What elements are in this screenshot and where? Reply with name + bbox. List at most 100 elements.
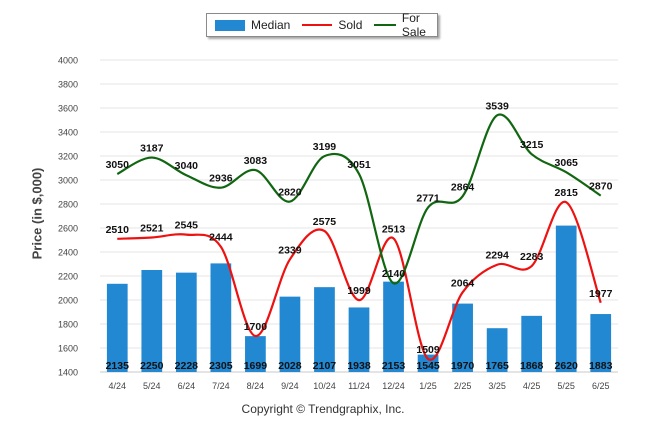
for-sale-data-label: 3050	[106, 159, 130, 171]
legend: Median Sold For Sale	[206, 11, 438, 39]
median-data-label: 2153	[382, 360, 406, 372]
x-tick-label: 8/24	[247, 381, 265, 391]
median-bar	[521, 315, 543, 372]
x-axis-ticks: 4/24 5/24 6/24 7/24 8/24 9/24 10/24 11/24 12/24 1…	[109, 381, 610, 391]
x-tick-label: 5/24	[143, 381, 161, 391]
legend-swatch-sold	[302, 24, 333, 26]
for-sale-data-label: 3040	[175, 160, 199, 172]
sold-data-label: 2283	[520, 251, 544, 263]
y-tick-label: 3200	[58, 152, 78, 162]
for-sale-data-label: 3065	[555, 157, 579, 169]
for-sale-data-label: 2864	[451, 181, 475, 193]
y-tick-label: 3600	[58, 104, 78, 114]
median-bar	[106, 283, 128, 372]
x-tick-label: 12/24	[382, 381, 405, 391]
median-bar	[175, 272, 197, 372]
y-tick-label: 3000	[58, 176, 78, 186]
for-sale-data-label: 2140	[382, 268, 406, 280]
median-bar	[590, 314, 612, 372]
for-sale-data-label: 2936	[209, 173, 233, 185]
copyright-text: Copyright © Trendgraphix, Inc.	[241, 402, 405, 416]
y-axis-ticks: 1400 1600 1800 2000 2200 2400 2600 2800 3000 3200…	[58, 56, 78, 378]
for-sale-data-label: 2870	[589, 181, 613, 193]
sold-data-label: 2339	[278, 244, 302, 256]
legend-label-median: Median	[251, 18, 291, 32]
y-tick-label: 2200	[58, 272, 78, 282]
y-tick-label: 2800	[58, 200, 78, 210]
median-bar	[245, 336, 266, 372]
x-tick-label: 11/24	[348, 381, 370, 391]
series-lines	[116, 113, 602, 361]
data-labels: 2135 2250 2228 2305 1699 2028 2107 1938 2153 1545…	[106, 100, 613, 372]
x-tick-label: 4/25	[523, 381, 541, 391]
median-data-label: 2228	[175, 360, 199, 372]
for-sale-line	[116, 113, 602, 285]
y-tick-label: 4000	[58, 56, 78, 66]
y-tick-label: 1400	[58, 368, 78, 378]
x-tick-label: 4/24	[109, 381, 127, 391]
median-data-label: 2250	[140, 360, 164, 372]
median-data-label: 2028	[278, 360, 302, 372]
for-sale-data-label: 3083	[244, 155, 268, 167]
legend-item-median[interactable]: Median	[215, 18, 290, 32]
median-bar	[141, 270, 163, 372]
median-bar	[452, 303, 473, 372]
legend-label-sold: Sold	[338, 18, 363, 32]
x-tick-label: 5/25	[557, 381, 575, 391]
y-tick-label: 2000	[58, 296, 78, 306]
sold-data-label: 1977	[589, 288, 613, 300]
for-sale-data-label: 2771	[416, 192, 440, 204]
median-data-label: 1883	[589, 360, 613, 372]
x-tick-label: 7/24	[212, 381, 230, 391]
median-bars	[106, 225, 612, 372]
y-tick-label: 1800	[58, 320, 78, 330]
median-bar	[314, 287, 335, 372]
x-tick-label: 6/25	[592, 381, 610, 391]
sold-data-label: 2815	[555, 187, 579, 199]
median-data-label: 1868	[520, 360, 544, 372]
median-bar	[210, 263, 232, 372]
median-data-label: 2107	[313, 360, 337, 372]
legend-swatch-for-sale	[374, 24, 396, 26]
for-sale-data-label: 3051	[347, 159, 371, 171]
legend-swatch-median	[215, 19, 245, 31]
median-data-label: 1938	[347, 360, 371, 372]
sold-data-label: 2575	[313, 216, 337, 228]
x-tick-label: 10/24	[313, 381, 336, 391]
y-tick-label: 3400	[58, 128, 78, 138]
sold-data-label: 2545	[175, 220, 199, 232]
for-sale-data-label: 3187	[140, 143, 164, 155]
y-axis-label: Price (in $,000)	[29, 167, 45, 260]
median-bar	[555, 225, 577, 372]
x-tick-label: 3/25	[488, 381, 506, 391]
x-tick-label: 1/25	[419, 381, 437, 391]
y-tick-label: 2600	[58, 224, 78, 234]
sold-data-label: 2510	[106, 224, 130, 236]
median-bar	[383, 281, 404, 372]
sold-data-label: 2444	[209, 232, 233, 244]
x-tick-label: 2/25	[454, 381, 472, 391]
legend-item-sold[interactable]: Sold	[302, 18, 362, 32]
x-tick-label: 9/24	[281, 381, 299, 391]
sold-data-label: 1509	[416, 344, 440, 356]
y-tick-label: 2400	[58, 248, 78, 258]
sold-data-label: 2513	[382, 223, 406, 235]
for-sale-data-label: 2820	[278, 187, 302, 199]
y-tick-label: 3800	[58, 80, 78, 90]
legend-item-for-sale[interactable]: For Sale	[374, 11, 434, 39]
legend-label-for-sale: For Sale	[401, 11, 426, 39]
median-bar	[348, 307, 370, 372]
median-bar	[486, 328, 508, 372]
median-data-label: 2135	[106, 360, 130, 372]
x-tick-label: 6/24	[178, 381, 196, 391]
median-data-label: 1765	[485, 360, 509, 372]
sold-data-label: 1999	[347, 285, 371, 297]
grid-lines	[100, 59, 618, 373]
median-data-label: 2620	[555, 360, 579, 372]
median-data-label: 1699	[244, 360, 268, 372]
median-bar	[279, 296, 301, 372]
for-sale-data-label: 3215	[520, 139, 544, 151]
for-sale-data-label: 3539	[485, 100, 509, 112]
sold-data-label: 2521	[140, 222, 164, 234]
